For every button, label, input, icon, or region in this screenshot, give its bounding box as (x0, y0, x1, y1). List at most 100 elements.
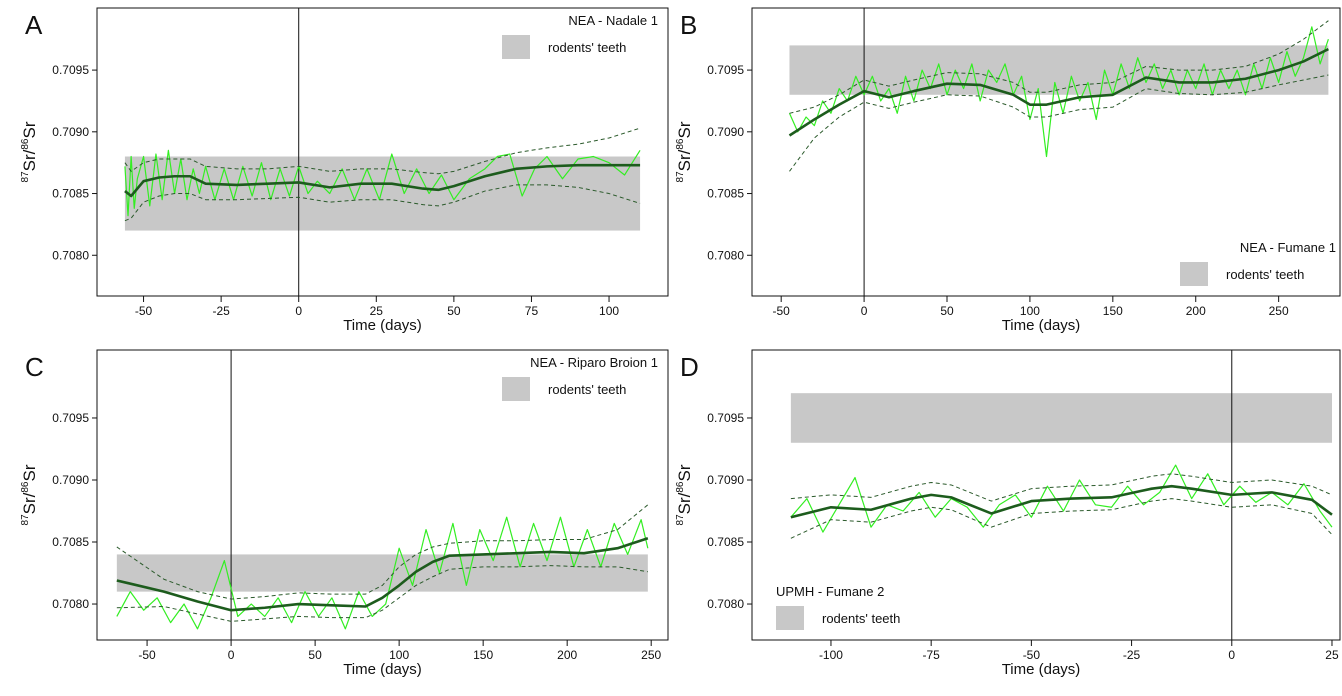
plot-frame (96, 7, 669, 297)
reference-band (116, 554, 648, 592)
x-tick-label: -50 (138, 648, 156, 662)
y-axis-title-superscript: 86 (675, 481, 686, 493)
y-tick-label: 0.7080 (707, 248, 744, 262)
data-line (116, 516, 649, 630)
y-axis-title: 87Sr/86Sr (20, 464, 39, 525)
y-tick-label: 0.7095 (52, 63, 89, 77)
x-axis-title: Time (days) (1002, 661, 1081, 678)
reference-band (790, 393, 1332, 443)
y-tick-label: 0.7080 (52, 597, 89, 611)
x-tick-label: -50 (135, 304, 153, 318)
data-line (124, 163, 641, 198)
y-tick-label: 0.7090 (52, 125, 89, 139)
legend: NEA - Fumane 1 rodents' teeth (1180, 240, 1336, 286)
x-tick-label: 50 (940, 304, 954, 318)
x-tick-label: 50 (308, 648, 322, 662)
y-axis-title-superscript: 86 (20, 138, 31, 150)
legend-label: rodents' teeth (822, 611, 900, 626)
panel: 0.7080 0.7085 0.7090 0.7095 -50 0 50 100 150 200 2… (675, 7, 1341, 334)
legend-title: NEA - Nadale 1 (568, 13, 658, 28)
y-tick-label: 0.7085 (52, 535, 89, 549)
panel-letter: B (680, 10, 697, 40)
x-tick-label: 0 (861, 304, 868, 318)
y-tick-label: 0.7095 (707, 63, 744, 77)
y-tick-label: 0.7080 (707, 597, 744, 611)
legend: NEA - Nadale 1 rodents' teeth (502, 13, 658, 59)
y-tick-label: 0.7085 (707, 187, 744, 201)
x-tick-label: -50 (773, 304, 791, 318)
data-line (788, 47, 1329, 137)
x-tick-label: 0 (228, 648, 235, 662)
legend-swatch (502, 35, 530, 59)
confidence-line (116, 504, 649, 600)
panel-letter: C (25, 352, 44, 382)
y-axis-title: 87Sr/86Sr (675, 121, 694, 182)
data-line (124, 149, 641, 217)
y-tick-label: 0.7085 (707, 535, 744, 549)
confidence-line (124, 127, 641, 175)
x-tick-label: 0 (1228, 648, 1235, 662)
x-tick-label: 200 (557, 648, 577, 662)
legend-title: NEA - Fumane 1 (1240, 240, 1336, 255)
y-axis-title-superscript: 87 (20, 514, 31, 526)
x-tick-label: 250 (641, 648, 661, 662)
y-axis-title-superscript: 86 (675, 138, 686, 150)
y-tick-label: 0.7090 (707, 473, 744, 487)
confidence-line (789, 74, 1329, 172)
x-tick-label: -100 (819, 648, 843, 662)
legend-label: rodents' teeth (548, 382, 626, 397)
x-tick-label: 150 (1103, 304, 1123, 318)
x-tick-label: 25 (370, 304, 384, 318)
plot-area (116, 350, 649, 640)
x-tick-label: -50 (1023, 648, 1041, 662)
y-tick-label: 0.7085 (52, 187, 89, 201)
y-axis-title-text: Sr/ (675, 149, 694, 171)
confidence-line (124, 184, 641, 222)
confidence-line (116, 565, 648, 622)
panel-letter: D (680, 352, 699, 382)
legend-title: NEA - Riparo Broion 1 (530, 355, 658, 370)
x-axis-title: Time (days) (343, 317, 422, 334)
confidence-line (789, 20, 1329, 114)
x-tick-label: 100 (389, 648, 409, 662)
plot-frame (751, 7, 1341, 297)
y-tick-label: 0.7090 (707, 125, 744, 139)
y-axis-title: 87Sr/86Sr (675, 464, 694, 525)
y-tick-label: 0.7095 (52, 411, 89, 425)
data-line (790, 464, 1333, 533)
x-tick-label: 50 (447, 304, 461, 318)
legend-swatch (776, 606, 804, 630)
y-axis-title-text: Sr (20, 464, 39, 481)
y-axis-title-text: Sr (20, 121, 39, 138)
confidence-line (790, 498, 1333, 539)
y-axis-title-text: Sr/ (20, 492, 39, 514)
plot-area (790, 350, 1333, 640)
legend-swatch (502, 377, 530, 401)
y-tick-label: 0.7095 (707, 411, 744, 425)
x-tick-label: -25 (212, 304, 230, 318)
y-axis-title-text: Sr/ (20, 149, 39, 171)
plot-area (788, 8, 1329, 296)
panel: 0.7080 0.7085 0.7090 0.7095 -50 -25 0 25 50 75 100… (20, 7, 669, 334)
y-axis-title-text: Sr (675, 464, 694, 481)
y-axis-title: 87Sr/86Sr (20, 121, 39, 182)
panel: 0.7080 0.7085 0.7090 0.7095 -50 0 50 100 150 200 2… (20, 349, 669, 678)
data-line (116, 537, 649, 612)
x-tick-label: 100 (599, 304, 619, 318)
legend-label: rodents' teeth (548, 40, 626, 55)
x-tick-label: 75 (525, 304, 539, 318)
x-tick-label: -25 (1123, 648, 1141, 662)
x-tick-label: 0 (295, 304, 302, 318)
panel: 0.7080 0.7085 0.7090 0.7095 -100 -75 -50 -25 0 25… (675, 349, 1341, 678)
legend: NEA - Riparo Broion 1 rodents' teeth (502, 355, 658, 401)
x-axis-title: Time (days) (1002, 317, 1081, 334)
legend-label: rodents' teeth (1226, 267, 1304, 282)
x-axis-title: Time (days) (343, 661, 422, 678)
data-line (790, 484, 1333, 519)
y-tick-label: 0.7080 (52, 248, 89, 262)
x-tick-label: 100 (1020, 304, 1040, 318)
y-axis-title-text: Sr/ (675, 492, 694, 514)
confidence-line (790, 473, 1333, 502)
legend-title: UPMH - Fumane 2 (776, 584, 884, 599)
plot-frame (96, 349, 669, 641)
